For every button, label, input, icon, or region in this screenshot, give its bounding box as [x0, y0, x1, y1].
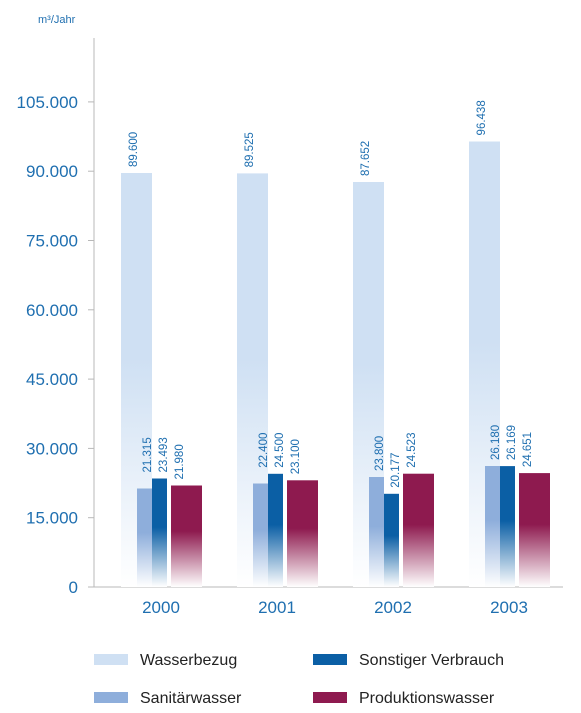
legend-swatch	[94, 654, 128, 665]
bar-produktionswasser-2002	[403, 473, 434, 587]
data-label-produktionswasser-2002: 24.523	[406, 433, 418, 468]
data-label-sonstiger-verbrauch-2003: 26.169	[506, 425, 518, 460]
bar-produktionswasser-2001	[287, 480, 318, 587]
legend-label: Produktionswasser	[359, 690, 495, 707]
x-tick-label: 2002	[374, 598, 412, 617]
legend-label: Wasserbezug	[140, 652, 237, 669]
y-axis-unit-label: m³/Jahr	[38, 14, 76, 26]
data-label-produktionswasser-2000: 21.980	[174, 444, 186, 479]
legend-label: Sonstiger Verbrauch	[359, 652, 504, 669]
data-label-produktionswasser-2003: 24.651	[522, 432, 534, 467]
y-tick-label: 30.000	[26, 439, 78, 458]
bar-sanitaerwasser-2001	[253, 483, 268, 587]
legend-label: Sanitärwasser	[140, 690, 242, 707]
x-tick-label: 2000	[142, 598, 180, 617]
x-tick-label: 2001	[258, 598, 296, 617]
bar-sanitaerwasser-2003	[485, 466, 500, 587]
bar-produktionswasser-2003	[519, 473, 550, 587]
data-label-wasserbezug-2002: 87.652	[360, 141, 372, 176]
data-label-sanitaerwasser-2002: 23.800	[374, 436, 386, 471]
y-tick-label: 90.000	[26, 162, 78, 181]
bar-produktionswasser-2000	[171, 485, 202, 587]
bar-sonstiger-verbrauch-2003	[500, 466, 515, 587]
data-label-sanitaerwasser-2000: 21.315	[142, 437, 154, 472]
data-label-sonstiger-verbrauch-2001: 24.500	[274, 433, 286, 468]
bar-sonstiger-verbrauch-2000	[152, 478, 167, 587]
x-tick-label: 2003	[490, 598, 528, 617]
y-tick-label: 0	[69, 578, 78, 597]
y-tick-label: 60.000	[26, 301, 78, 320]
data-label-sanitaerwasser-2001: 22.400	[258, 433, 270, 468]
data-label-produktionswasser-2001: 23.100	[290, 439, 302, 474]
data-label-wasserbezug-2001: 89.525	[244, 132, 256, 167]
legend-swatch	[313, 654, 347, 665]
bar-sonstiger-verbrauch-2001	[268, 473, 283, 587]
y-tick-label: 45.000	[26, 370, 78, 389]
bar-sonstiger-verbrauch-2002	[384, 493, 399, 587]
bar-sanitaerwasser-2002	[369, 477, 384, 587]
data-label-wasserbezug-2003: 96.438	[476, 100, 488, 135]
y-tick-label: 105.000	[17, 93, 78, 112]
data-label-sonstiger-verbrauch-2002: 20.177	[390, 453, 402, 488]
legend-swatch	[94, 692, 128, 703]
data-label-sanitaerwasser-2003: 26.180	[490, 425, 502, 460]
y-tick-label: 75.000	[26, 232, 78, 251]
y-tick-label: 15.000	[26, 509, 78, 528]
legend-swatch	[313, 692, 347, 703]
data-label-sonstiger-verbrauch-2000: 23.493	[158, 437, 170, 472]
bar-sanitaerwasser-2000	[137, 488, 152, 587]
data-label-wasserbezug-2000: 89.600	[128, 132, 140, 167]
